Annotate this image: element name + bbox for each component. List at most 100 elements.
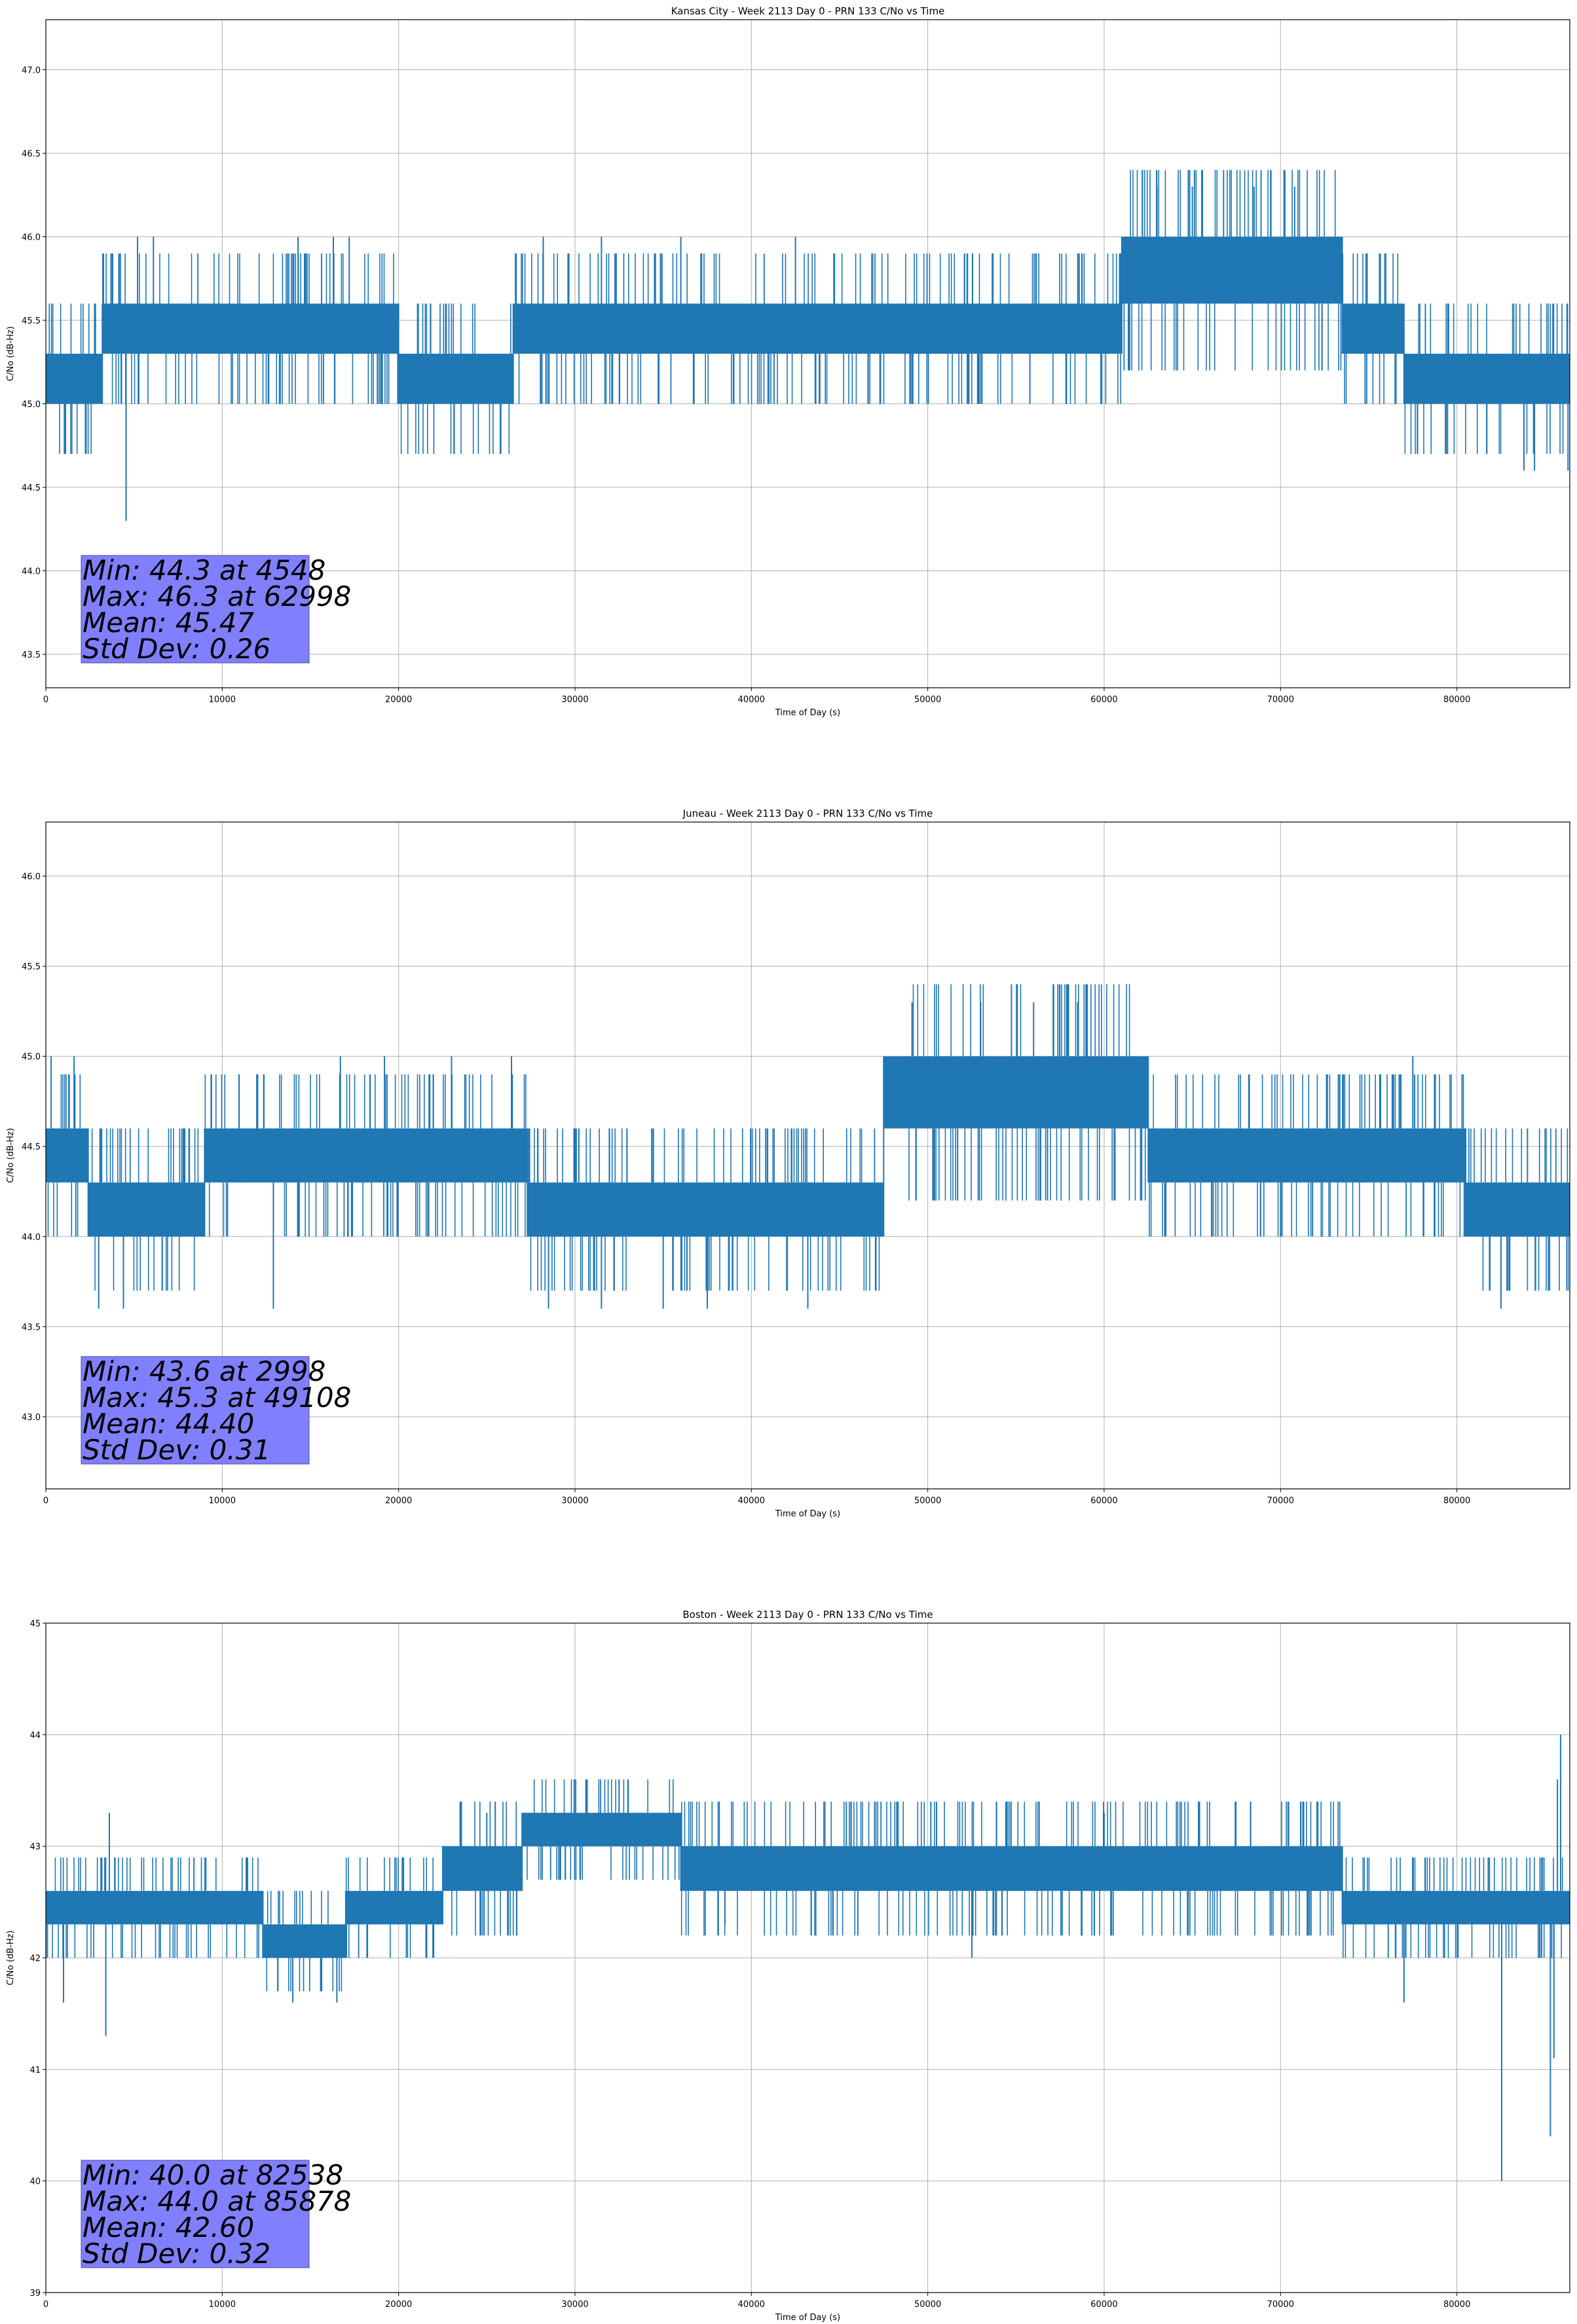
chart-0-band-5 [1342,303,1404,354]
chart-1: 0 10000 20000 30000 40000 50000 60000 70000 8000… [6,808,1570,1519]
chart-1-stats-line-3: Std Dev: 0.31 [83,1434,270,1466]
chart-0-band-1 [102,303,399,354]
chart-0-ytick-label-5: 46.0 [22,233,41,243]
chart-2-ytick-label-1: 40 [29,2177,41,2187]
chart-1-xtick-label-3: 30000 [561,1496,588,1506]
chart-2-stats-line-1: Max: 44.0 at 85878 [83,2185,351,2217]
chart-2-xtick-label-2: 20000 [385,2300,412,2310]
chart-1-stats-line-0: Min: 43.6 at 2998 [83,1355,325,1387]
chart-2-title: Boston - Week 2113 Day 0 - PRN 133 C/No … [682,1609,933,1621]
chart-0-xtick-label-2: 20000 [385,695,412,705]
chart-2-stats-line-2: Mean: 42.60 [83,2211,254,2243]
chart-2-ytick-label-2: 41 [29,2065,41,2075]
chart-1-stats-line-1: Max: 45.3 at 49108 [83,1381,351,1414]
chart-0-band-3 [513,303,1122,354]
chart-1-ytick-label-5: 45.5 [22,962,41,972]
chart-0-stats-line-3: Std Dev: 0.26 [83,633,270,665]
chart-2-band-1 [263,1924,346,1958]
chart-1-xtick-label-7: 70000 [1267,1496,1294,1506]
chart-2-band-texture-6 [680,1801,1341,1936]
chart-2-band-texture-0 [46,1857,259,1958]
chart-2-xlabel: Time of Day (s) [775,2313,840,2323]
chart-0-xtick-label-3: 30000 [561,695,588,705]
chart-0: 0 10000 20000 30000 40000 50000 60000 70000 8000… [6,5,1570,718]
chart-1-band-0 [46,1128,88,1183]
chart-2-band-texture-1 [262,1890,343,1992]
chart-2-band-texture-4 [487,1801,517,1936]
chart-0-ytick-label-4: 45.5 [22,316,41,326]
chart-2-band-texture-7 [1343,1857,1456,1958]
chart-1-band-texture-6 [1468,1128,1569,1291]
chart-2-band-2 [345,1890,443,1924]
chart-2-band-4 [487,1846,523,1891]
chart-1-band-texture-5 [1149,1074,1466,1237]
chart-1-xtick-label-1: 10000 [209,1496,236,1506]
chart-2-band-7 [1342,1890,1457,1924]
chart-0-band-2 [398,354,513,404]
chart-0-band-texture-3 [515,253,1122,404]
chart-0-ytick-label-0: 43.5 [22,650,41,660]
chart-0-band-texture-2 [400,303,511,454]
chart-0-xtick-label-8: 80000 [1443,695,1470,705]
chart-1-band-2 [204,1128,528,1183]
chart-1-xtick-label-2: 20000 [385,1496,412,1506]
chart-2-ytick-label-5: 44 [29,1731,41,1740]
chart-1-ytick-label-2: 44.0 [22,1233,41,1243]
chart-2-xtick-label-7: 70000 [1267,2300,1294,2310]
chart-2-xtick-label-4: 40000 [738,2300,765,2310]
chart-2-band-texture-8 [1456,1857,1563,1958]
chart-0-xtick-label-6: 60000 [1090,695,1117,705]
chart-0-ytick-label-2: 44.5 [22,483,41,493]
chart-2-xtick-label-6: 60000 [1090,2300,1117,2310]
chart-1-band-4 [883,1056,1149,1129]
chart-2-ytick-label-6: 45 [29,1619,41,1629]
chart-2-xtick-label-8: 80000 [1443,2300,1470,2310]
chart-0-band-0 [46,354,103,404]
chart-2-band-texture-3 [451,1801,485,1936]
chart-2-ylabel: C/No (dB-Hz) [6,1930,16,1985]
chart-1-xtick-label-8: 80000 [1443,1496,1470,1506]
chart-2-band-texture-5 [527,1779,680,1880]
chart-2: 0 10000 20000 30000 40000 50000 60000 70000 8000… [6,1609,1570,2323]
chart-1-ytick-label-4: 45.0 [22,1053,41,1062]
chart-1-ytick-label-3: 44.5 [22,1142,41,1152]
chart-1-xtick-label-4: 40000 [738,1496,765,1506]
chart-1-xtick-label-6: 60000 [1090,1496,1117,1506]
chart-1-ytick-label-6: 46.0 [22,872,41,882]
chart-1-band-5 [1148,1128,1466,1183]
chart-0-title: Kansas City - Week 2113 Day 0 - PRN 133 … [671,5,945,17]
chart-1-band-3 [527,1182,884,1237]
chart-0-band-4 [1121,236,1343,304]
chart-2-xtick-label-5: 50000 [914,2300,941,2310]
chart-0-stats-box [81,555,310,664]
chart-1-series [46,984,1570,1309]
chart-1-frame [45,821,1570,1490]
chart-1-band-texture-3 [527,1128,880,1291]
chart-2-xtick-label-0: 0 [43,2300,48,2310]
chart-2-stats-line-0: Min: 40.0 at 82538 [83,2159,343,2191]
chart-1-band-texture-1 [91,1128,199,1291]
chart-2-band-6 [680,1846,1343,1891]
chart-0-frame [45,19,1570,688]
chart-0-xlabel: Time of Day (s) [775,708,840,718]
chart-0-ytick-label-3: 45.0 [22,400,41,410]
chart-2-ytick-label-0: 39 [29,2289,41,2298]
chart-2-band-3 [442,1846,487,1891]
chart-0-xtick-label-5: 50000 [914,695,941,705]
chart-1-xtick-label-5: 50000 [914,1496,941,1506]
chart-0-band-texture-4 [1123,170,1342,371]
chart-0-ytick-label-7: 47.0 [22,66,41,76]
chart-2-band-8 [1456,1890,1570,1924]
chart-1-xtick-label-0: 0 [43,1496,48,1506]
chart-1-band-texture-0 [47,1074,81,1237]
chart-2-stats-box [81,2160,310,2268]
chart-1-ytick-label-0: 43.0 [22,1413,41,1423]
chart-0-ytick-label-6: 46.5 [22,149,41,159]
chart-2-series [46,1734,1570,2181]
chart-1-ylabel: C/No (dB-Hz) [6,1128,16,1183]
chart-0-stats-line-0: Min: 44.3 at 4548 [83,554,325,586]
chart-1-band-1 [88,1182,205,1237]
chart-2-ytick-label-4: 43 [29,1843,41,1852]
chart-2-band-texture-2 [345,1857,435,1958]
